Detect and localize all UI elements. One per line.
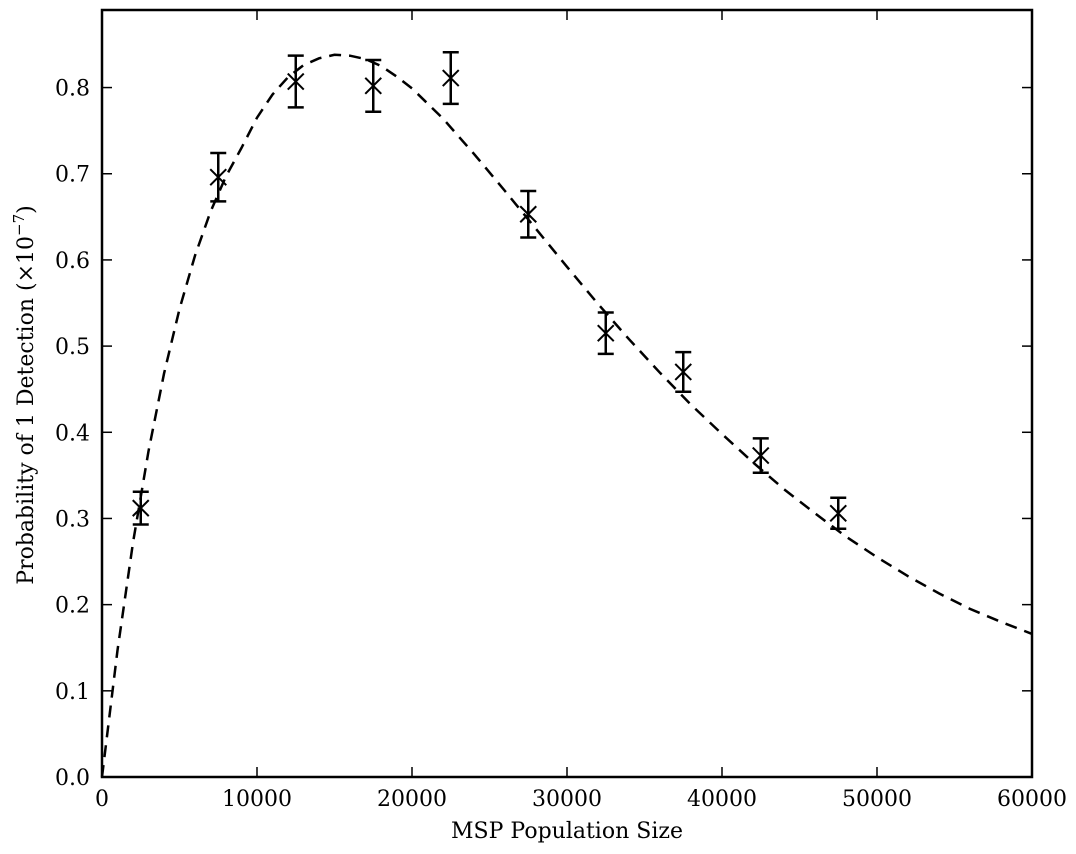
tick-layer: 0 10000 20000 30000 40000 50000 60000 0.0 0.1 0.2…: [55, 10, 1067, 812]
y-tick-label: 0.1: [55, 680, 90, 705]
x-tick-label: 10000: [222, 787, 292, 812]
data-point-5: [442, 50, 460, 106]
x-marker-stroke-b: [442, 69, 460, 87]
data-point-3: [287, 54, 305, 109]
x-marker-stroke-b: [132, 499, 150, 517]
x-marker-stroke-b: [752, 446, 770, 465]
y-tick-label: 0.7: [55, 163, 90, 188]
data-point-8: [674, 350, 692, 394]
data-point-4: [364, 58, 382, 113]
x-marker-stroke-b: [287, 72, 305, 91]
y-axis-label-main: Probability of 1 Detection (×10: [14, 236, 39, 585]
y-tick-label: 0.3: [55, 507, 90, 532]
plot-layer: [100, 50, 1033, 778]
y-axis-label: Probability of 1 Detection (×10−7): [10, 205, 39, 584]
plot-frame: [100, 8, 1034, 779]
x-marker-stroke-b: [364, 77, 382, 95]
x-tick-label: 20000: [377, 787, 447, 812]
x-marker-stroke-b: [597, 324, 615, 342]
data-point-9: [752, 437, 770, 475]
y-tick-label: 0.6: [55, 249, 90, 274]
x-tick-label: 30000: [532, 787, 602, 812]
x-tick-label: 0: [95, 787, 109, 812]
x-tick-label: 50000: [842, 787, 912, 812]
data-point-2: [209, 151, 227, 203]
x-axis-label: MSP Population Size: [451, 819, 683, 844]
y-tick-label: 0.5: [55, 335, 90, 360]
y-axis-label-exponent: −7: [10, 214, 28, 236]
y-tick-label: 0.8: [55, 77, 90, 102]
x-marker-stroke-b: [829, 504, 847, 522]
y-tick-label: 0.0: [55, 766, 90, 791]
y-tick-label: 0.4: [55, 421, 90, 446]
x-marker-stroke-b: [519, 205, 537, 223]
x-tick-label: 60000: [997, 787, 1067, 812]
x-marker-stroke-b: [209, 168, 227, 186]
data-point-10: [829, 496, 847, 531]
data-point-7: [597, 311, 615, 356]
data-point-6: [519, 189, 537, 239]
fit-curve-line: [100, 53, 1033, 778]
y-tick-label: 0.2: [55, 594, 90, 619]
x-tick-label: 40000: [687, 787, 757, 812]
x-marker-stroke-b: [674, 363, 692, 381]
data-point-1: [132, 490, 150, 526]
y-axis-label-close: ): [14, 205, 39, 214]
